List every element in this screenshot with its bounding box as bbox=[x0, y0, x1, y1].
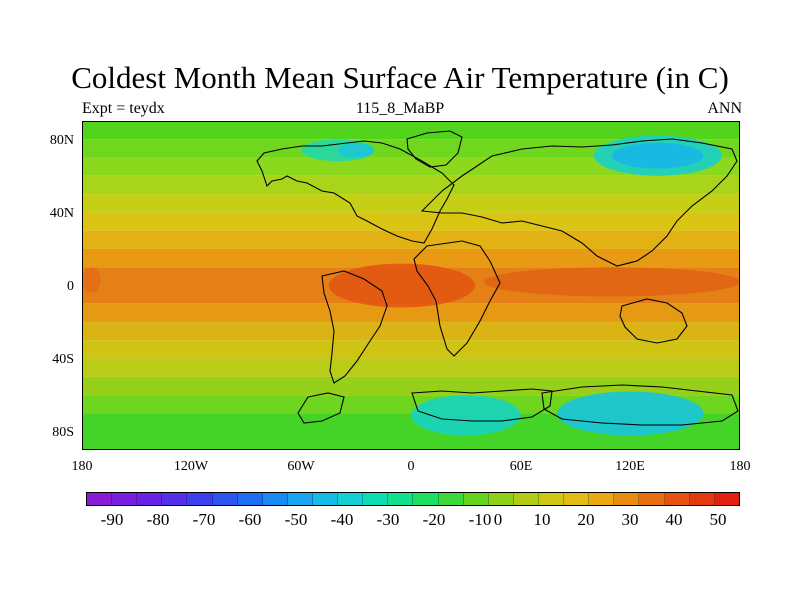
south-america-coastline bbox=[321, 270, 388, 384]
temperature-band bbox=[82, 175, 740, 195]
colorbar-swatch bbox=[488, 493, 514, 505]
cold-north-america-core-region bbox=[337, 142, 375, 158]
colorbar-swatch bbox=[538, 493, 565, 505]
lon-label-120w: 120W bbox=[173, 459, 209, 474]
colorbar bbox=[86, 492, 740, 506]
lon-label-60w: 60W bbox=[287, 459, 315, 474]
colorbar-label: -90 bbox=[100, 510, 124, 529]
colorbar-label: 10 bbox=[533, 510, 551, 529]
colorbar-label: -20 bbox=[422, 510, 446, 529]
colorbar-swatch bbox=[438, 493, 464, 505]
colorbar-swatch bbox=[162, 493, 188, 505]
colorbar-label: -10 bbox=[468, 510, 492, 529]
temperature-band bbox=[82, 139, 740, 158]
colorbar-swatch bbox=[664, 493, 690, 505]
colorbar-label: -50 bbox=[284, 510, 308, 529]
temperature-regions bbox=[82, 135, 740, 436]
colorbar-label: -80 bbox=[146, 510, 170, 529]
hot-east-pacific-region bbox=[82, 267, 101, 293]
colorbar-swatch bbox=[363, 493, 389, 505]
temperature-band bbox=[82, 212, 740, 231]
colorbar-swatch bbox=[112, 493, 138, 505]
colorbar-swatch bbox=[137, 493, 163, 505]
lat-label-40s: 40S bbox=[52, 352, 74, 367]
lon-label-60e: 60E bbox=[509, 459, 533, 474]
colorbar-swatch bbox=[639, 493, 665, 505]
period-label: 115_8_MaBP bbox=[355, 100, 445, 117]
temperature-band bbox=[82, 230, 740, 249]
colorbar-swatch bbox=[463, 493, 489, 505]
colorbar-swatch bbox=[212, 493, 238, 505]
colorbar-swatch bbox=[413, 493, 439, 505]
greenland-coastline bbox=[406, 130, 463, 168]
colorbar-swatch bbox=[187, 493, 213, 505]
lon-label-180e: 180 bbox=[729, 459, 751, 474]
colorbar-swatch bbox=[338, 493, 364, 505]
colorbar-label: -30 bbox=[376, 510, 400, 529]
colorbar-label: 0 bbox=[493, 510, 503, 529]
map-frame bbox=[82, 121, 740, 450]
africa-coastline bbox=[413, 240, 501, 357]
cold-antarctica-west-region bbox=[411, 395, 521, 436]
season-label: ANN bbox=[707, 100, 742, 117]
colorbar-swatch bbox=[237, 493, 263, 505]
colorbar-swatch bbox=[564, 493, 590, 505]
eurasia-coastline bbox=[420, 138, 738, 267]
antarctic-peninsula-coastline bbox=[297, 392, 345, 424]
hot-indopacific-region bbox=[484, 267, 740, 297]
colorbar-label: 20 bbox=[577, 510, 595, 529]
colorbar-label: 40 bbox=[665, 510, 683, 529]
colorbar-swatch bbox=[388, 493, 414, 505]
plot-title: Coldest Month Mean Surface Air Temperatu… bbox=[71, 60, 729, 95]
colorbar-swatch bbox=[614, 493, 640, 505]
lon-label-120e: 120E bbox=[615, 459, 645, 474]
colorbar-swatch bbox=[262, 493, 288, 505]
colorbar-swatch bbox=[689, 493, 715, 505]
colorbar-swatch bbox=[87, 493, 113, 505]
cold-siberia-core-region bbox=[612, 142, 704, 169]
coastlines bbox=[256, 130, 739, 426]
hot-africa-region bbox=[328, 263, 475, 308]
lat-label-equator: 0 bbox=[67, 279, 74, 294]
temperature-band bbox=[82, 194, 740, 213]
lat-label-40n: 40N bbox=[49, 206, 74, 221]
temperature-band bbox=[82, 248, 740, 268]
experiment-label: Expt = teydx bbox=[82, 100, 165, 117]
antarctica-west-coastline bbox=[411, 388, 553, 422]
temperature-band bbox=[82, 121, 740, 140]
colorbar-swatch bbox=[714, 493, 739, 505]
antarctica-east-coastline bbox=[541, 384, 739, 426]
lat-label-80n: 80N bbox=[49, 133, 74, 148]
colorbar-swatch bbox=[312, 493, 339, 505]
lat-label-80s: 80S bbox=[52, 425, 74, 440]
temperature-band bbox=[82, 376, 740, 396]
north-america-coastline bbox=[256, 140, 455, 244]
colorbar-label: 30 bbox=[621, 510, 639, 529]
temperature-band bbox=[82, 157, 740, 176]
colorbar-label: 50 bbox=[709, 510, 727, 529]
colorbar-label: -40 bbox=[330, 510, 354, 529]
australia-coastline bbox=[619, 298, 688, 344]
lon-label-0: 0 bbox=[407, 459, 415, 474]
lon-label-180w: 180 bbox=[71, 459, 93, 474]
colorbar-swatch bbox=[589, 493, 615, 505]
temperature-map bbox=[82, 121, 740, 450]
colorbar-label: -60 bbox=[238, 510, 262, 529]
temperature-band bbox=[82, 358, 740, 377]
temperature-band bbox=[82, 303, 740, 323]
colorbar-label: -70 bbox=[192, 510, 216, 529]
colorbar-swatch bbox=[287, 493, 313, 505]
temperature-band bbox=[82, 340, 740, 359]
cold-antarctica-east-region bbox=[557, 391, 704, 436]
temperature-band bbox=[82, 322, 740, 341]
colorbar-swatch bbox=[513, 493, 539, 505]
